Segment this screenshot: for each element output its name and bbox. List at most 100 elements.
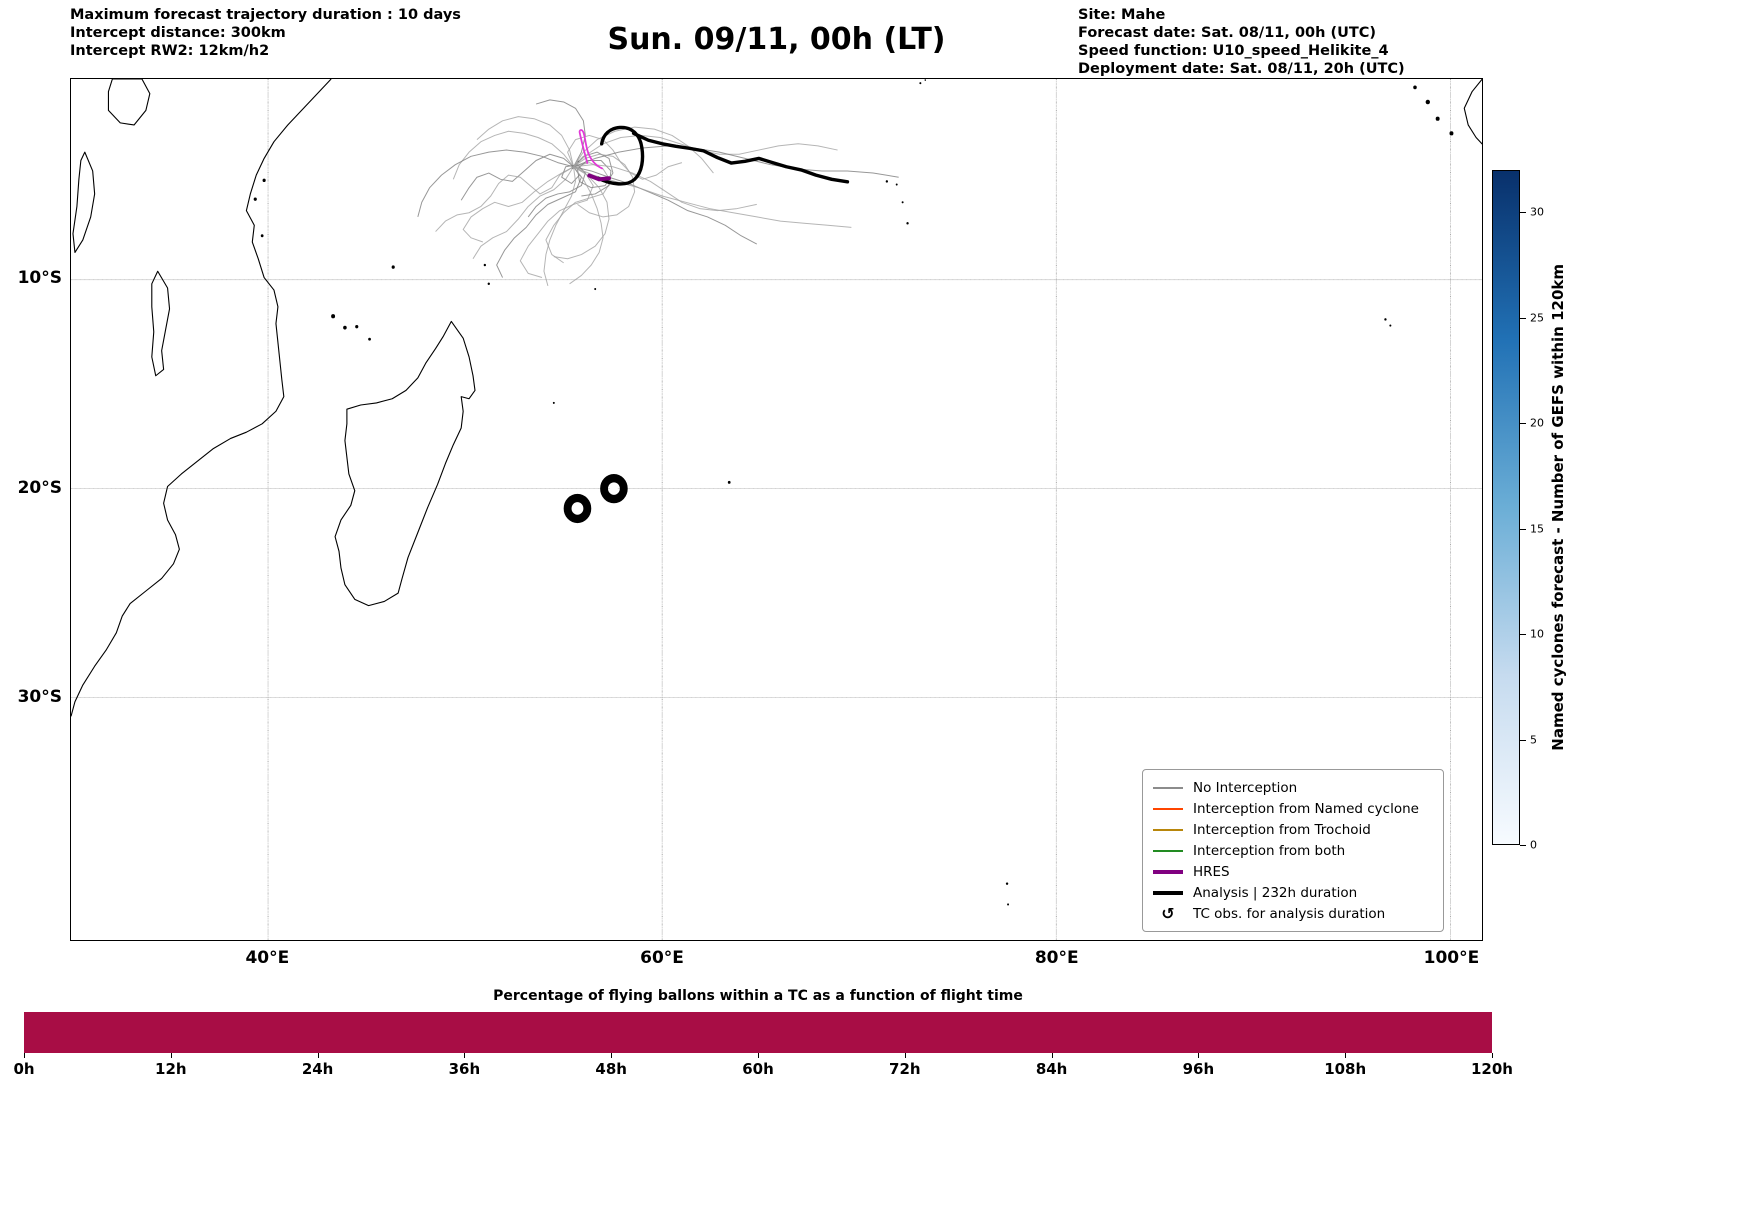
legend-line-swatch	[1153, 869, 1183, 874]
island-dot	[1389, 324, 1392, 327]
header-right-line: Deployment date: Sat. 08/11, 20h (UTC)	[1078, 61, 1405, 78]
legend-item: Interception from Named cyclone	[1153, 798, 1433, 819]
island-dot	[368, 337, 371, 341]
header-left-line: Intercept distance: 300km	[70, 25, 286, 42]
legend-line-swatch	[1153, 890, 1183, 895]
legend-item-label: Analysis | 232h duration	[1193, 884, 1358, 901]
bottom-tick-mark	[1345, 1053, 1347, 1058]
bottom-tick-mark	[611, 1053, 613, 1058]
gefs-trajectory	[536, 100, 585, 167]
gefs-trajectory	[574, 127, 714, 173]
colorbar-label: Named cyclones forecast - Number of GEFS…	[1544, 170, 1572, 845]
colorbar-tick-label: 15	[1530, 522, 1544, 536]
gefs-trajectory	[574, 167, 757, 244]
analysis-track	[598, 127, 847, 184]
gefs-trajectory	[574, 165, 757, 211]
bottom-tick-label: 12h	[155, 1060, 187, 1078]
main-tracks-group	[580, 127, 848, 184]
colorbar-label-text: Named cyclones forecast - Number of GEFS…	[1549, 264, 1567, 751]
island-dot	[901, 201, 904, 204]
legend-swatch	[1153, 828, 1183, 831]
x-axis-tick-label: 60°E	[640, 948, 684, 968]
island-dot	[1449, 131, 1454, 136]
gefs-trajectory	[574, 154, 635, 217]
bottom-tick-label: 120h	[1471, 1060, 1513, 1078]
x-axis-tick-label: 80°E	[1034, 948, 1079, 968]
bottom-tick-label: 108h	[1324, 1060, 1367, 1078]
legend-swatch	[1153, 807, 1183, 810]
island-dot	[355, 324, 359, 329]
legend-item: Interception from Trochoid	[1153, 819, 1433, 840]
legend-swatch	[1153, 849, 1183, 852]
bottom-tick-label: 36h	[448, 1060, 481, 1078]
bottom-chart-title: Percentage of flying ballons within a TC…	[493, 988, 1023, 1004]
bottom-tick-label: 60h	[742, 1060, 774, 1078]
gefs-trajectory	[570, 167, 604, 284]
bottom-tick-mark	[1198, 1053, 1200, 1058]
gefs-trajectory	[463, 167, 573, 242]
bottom-tick-mark	[1051, 1053, 1053, 1058]
gefs-trajectory	[554, 167, 609, 259]
legend-item-label: TC obs. for analysis duration	[1193, 905, 1386, 922]
island-dot	[487, 282, 490, 286]
header-right-line: Speed function: U10_speed_Helikite_4	[1078, 43, 1389, 60]
balloon-percentage-bar	[24, 1012, 1492, 1053]
y-axis-tick-label: 20°S	[17, 477, 62, 498]
island-ring	[563, 493, 592, 524]
coastline	[335, 321, 475, 605]
gefs-trajectory	[568, 135, 682, 179]
island-dot	[594, 287, 597, 291]
island-dot	[262, 178, 266, 183]
coastline	[152, 271, 170, 375]
header-left-block: Maximum forecast trajectory duration : 1…	[70, 6, 461, 60]
bottom-tick-mark	[758, 1053, 759, 1058]
colorbar-tick-mark	[1520, 634, 1526, 636]
tc-obs-icon: ↺	[1161, 903, 1175, 923]
bottom-tick-mark	[464, 1053, 466, 1058]
legend-item-label: No Interception	[1193, 779, 1298, 796]
header-left-line: Intercept RW2: 12km/h2	[70, 43, 270, 60]
legend-items: No Interception Interception from Named c…	[1153, 777, 1433, 924]
gefs-trajectory	[574, 146, 899, 177]
y-axis-tick-label: 30°S	[17, 687, 62, 708]
legend-item-label: Interception from both	[1193, 842, 1346, 859]
legend-item: Analysis | 232h duration	[1153, 882, 1433, 903]
island-dot	[924, 79, 927, 81]
island-dot	[1384, 318, 1387, 321]
hres-track-segment	[589, 176, 609, 180]
coastline	[71, 79, 331, 716]
island-dot	[1435, 116, 1440, 121]
colorbar-tick-label: 20	[1530, 416, 1544, 430]
bottom-tick-mark	[317, 1053, 319, 1058]
colorbar-tick-label: 30	[1530, 205, 1544, 219]
legend-item: HRES	[1153, 861, 1433, 882]
colorbar-tick-label: 5	[1530, 733, 1537, 747]
legend-swatch	[1153, 786, 1183, 789]
coastline	[73, 152, 95, 252]
island-dot	[331, 314, 336, 319]
island-dot	[483, 263, 487, 267]
gefs-trajectory	[544, 167, 576, 286]
legend-item: ↺ TC obs. for analysis duration	[1153, 903, 1433, 924]
y-axis-tick-label: 10°S	[17, 268, 62, 289]
colorbar-tick-mark	[1520, 528, 1526, 530]
gefs-trajectory	[520, 167, 593, 278]
colorbar-tick-mark	[1520, 845, 1526, 846]
gefs-trajectory	[453, 131, 573, 179]
map-legend: No Interception Interception from Named c…	[1142, 769, 1444, 932]
legend-item-label: Interception from Trochoid	[1193, 821, 1371, 838]
colorbar-tick-mark	[1520, 317, 1526, 319]
island-dot	[260, 234, 264, 238]
bottom-tick-mark	[904, 1053, 906, 1058]
colorbar-tick-mark	[1520, 739, 1526, 741]
colorbar-tick-mark	[1520, 212, 1526, 214]
map-svg	[71, 79, 1482, 940]
bottom-tick-mark	[24, 1053, 25, 1058]
gefs-trajectory	[473, 167, 574, 259]
coastline	[108, 79, 149, 125]
bottom-tick-label: 96h	[1182, 1060, 1215, 1078]
gefs-trajectory	[436, 167, 574, 232]
gridlines-group	[71, 79, 1482, 940]
legend-line-swatch	[1153, 828, 1183, 831]
gefs-trajectory	[477, 117, 574, 167]
